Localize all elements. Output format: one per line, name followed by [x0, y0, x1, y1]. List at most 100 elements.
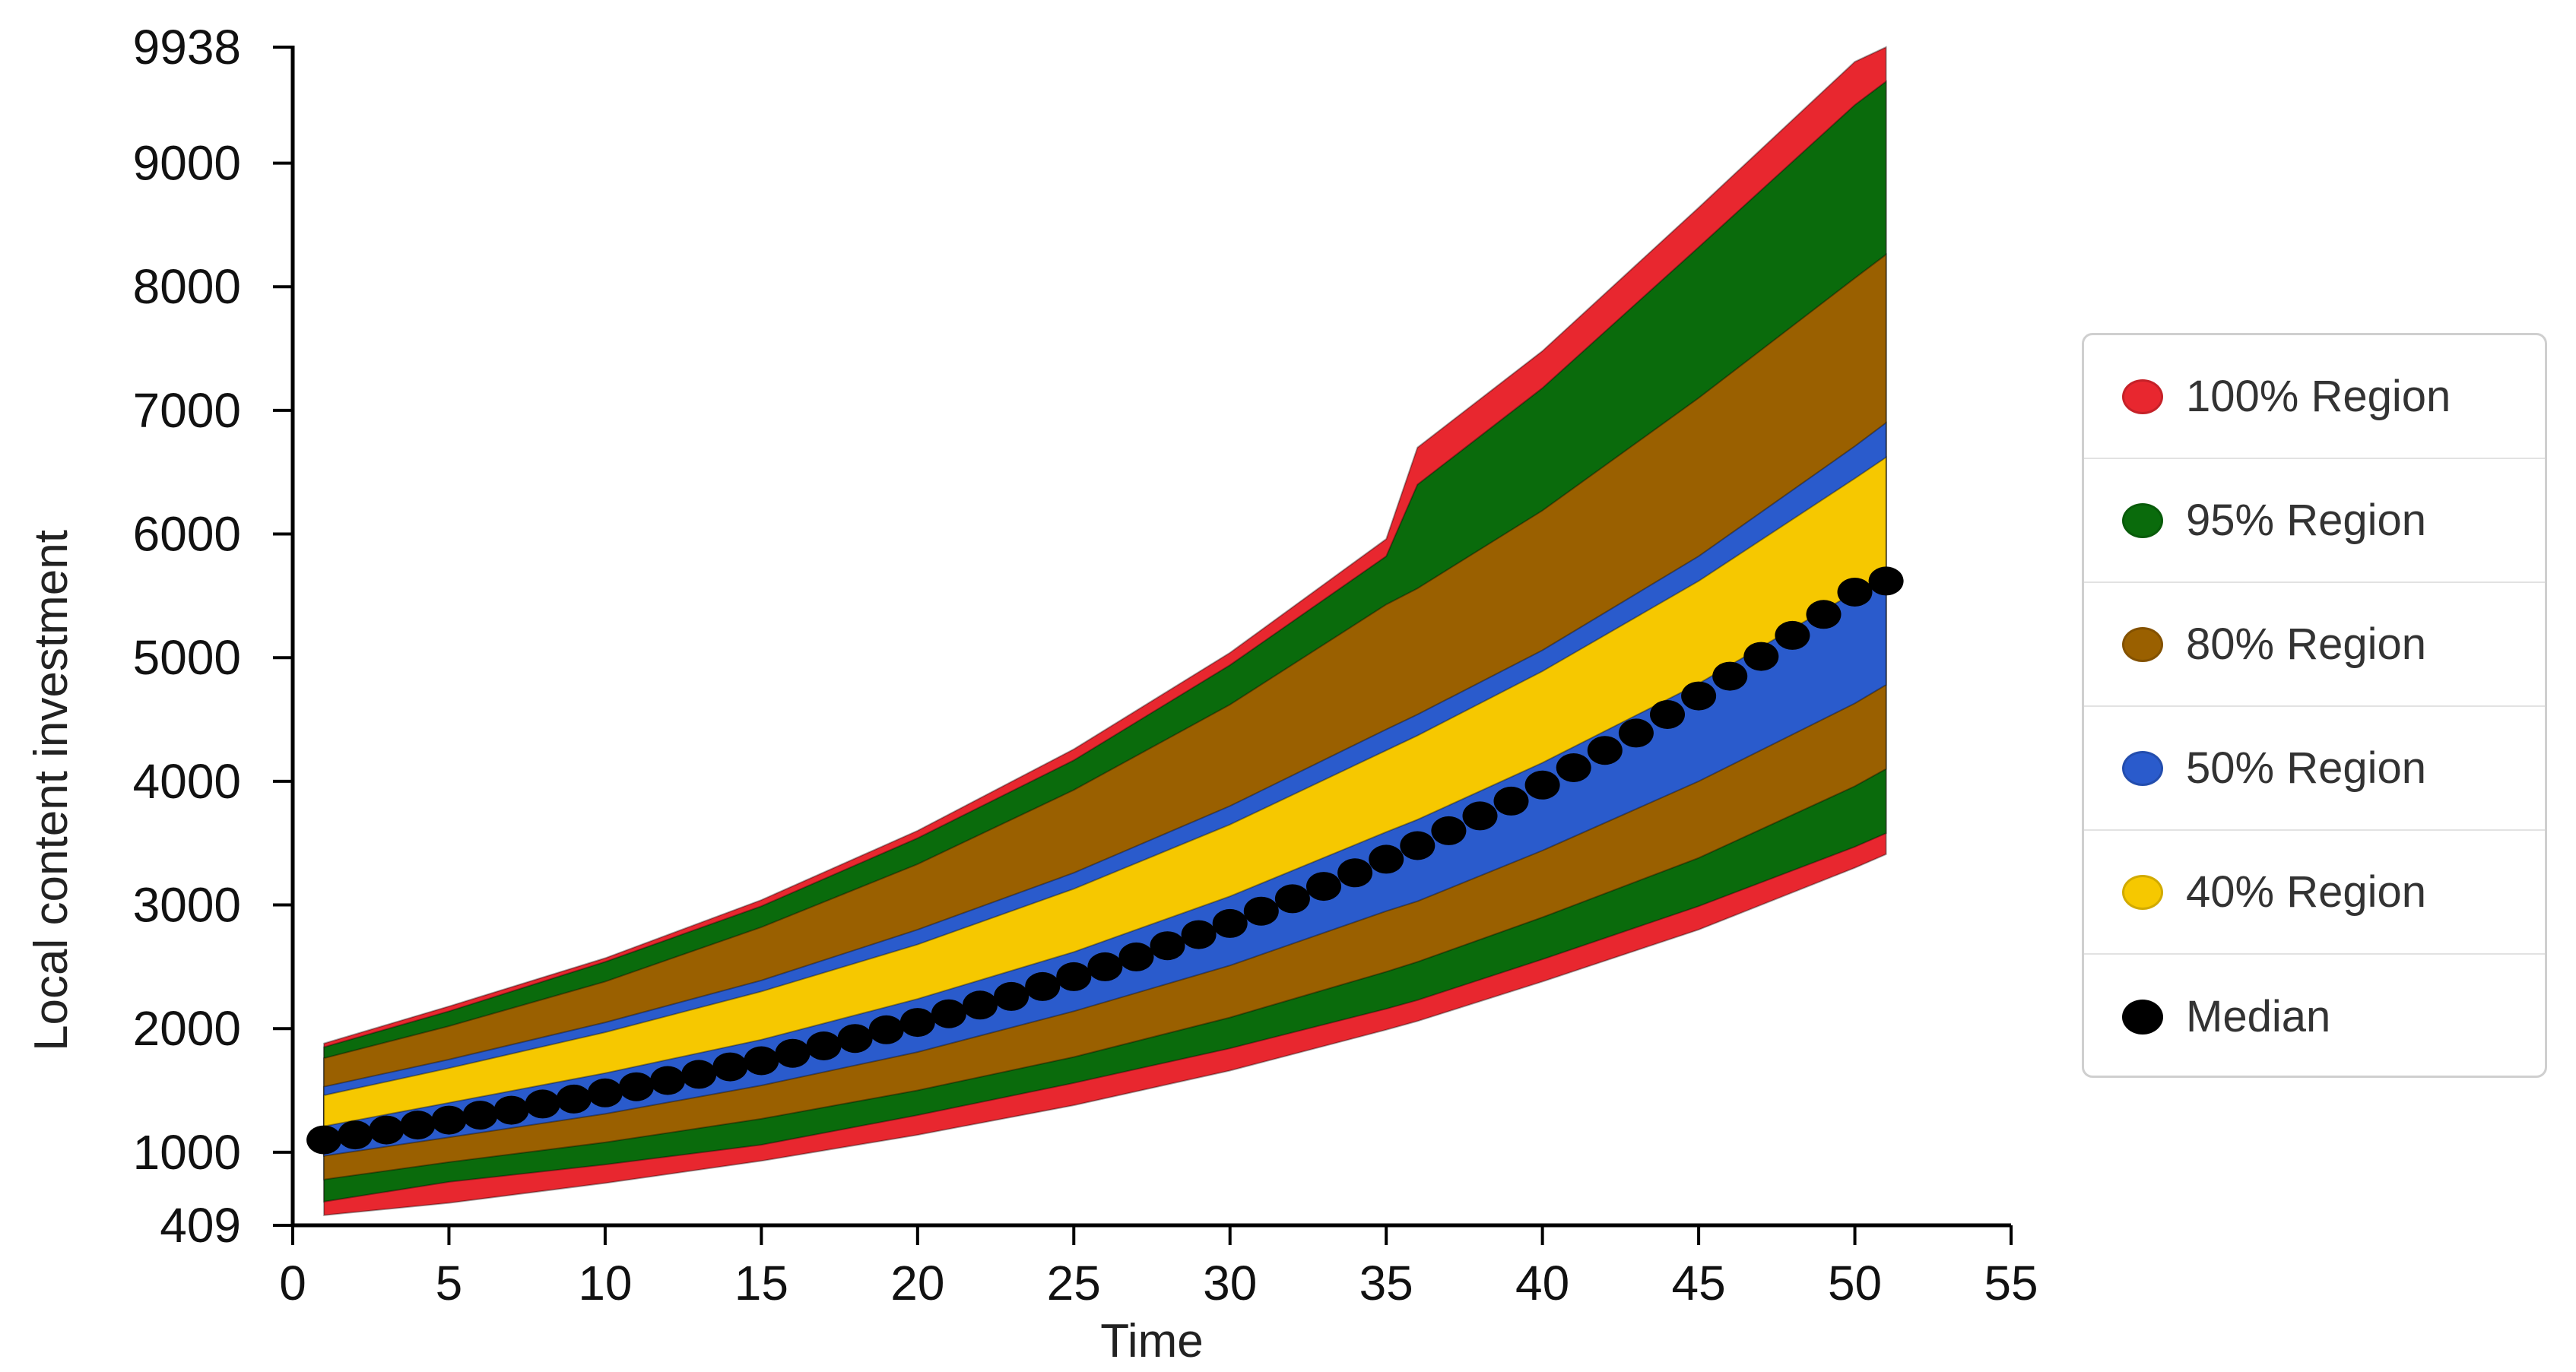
median-point — [1369, 844, 1404, 874]
y-tick-label: 7000 — [133, 383, 241, 438]
median-point — [1337, 858, 1373, 888]
x-tick-label: 20 — [890, 1256, 944, 1310]
legend-swatch-median — [2122, 999, 2163, 1035]
median-point — [1775, 620, 1810, 650]
y-tick-label: 3000 — [133, 878, 241, 933]
median-point — [587, 1078, 623, 1107]
median-point — [1837, 578, 1873, 607]
legend-label-40-region: 40% Region — [2186, 867, 2426, 917]
x-tick-label: 15 — [734, 1256, 788, 1310]
x-tick-label: 10 — [578, 1256, 632, 1310]
band-80-region — [323, 252, 1887, 1180]
median-point — [525, 1089, 560, 1119]
median-point — [1150, 931, 1185, 961]
bands-layer — [323, 46, 1887, 1216]
y-tick-label: 1000 — [133, 1125, 241, 1180]
x-tick-label: 25 — [1047, 1256, 1101, 1310]
median-point — [462, 1101, 498, 1130]
median-point — [1524, 770, 1560, 800]
median-point — [1618, 718, 1654, 748]
legend-swatch-80-region — [2122, 626, 2163, 662]
median-point — [1025, 971, 1061, 1001]
median-point — [1462, 801, 1498, 831]
y-axis-title: Local content investment — [25, 530, 78, 1051]
median-point — [1400, 831, 1436, 860]
median-point — [712, 1052, 748, 1082]
y-tick-label: 409 — [160, 1198, 241, 1253]
median-point — [1181, 920, 1217, 949]
x-axis-title: Time — [1100, 1315, 1203, 1367]
x-tick-label: 55 — [1984, 1256, 2038, 1310]
legend-item-80-region[interactable]: 80% Region — [2084, 583, 2545, 707]
median-point — [744, 1046, 779, 1076]
median-point — [338, 1120, 373, 1150]
median-point — [400, 1111, 436, 1140]
median-point — [650, 1066, 686, 1095]
axes-layer: 0 5 10 15 20 25 30 35 40 45 50 55 409 1000 2000 3000 400… — [133, 20, 2038, 1310]
x-tick-label: 30 — [1203, 1256, 1257, 1310]
median-point — [306, 1125, 342, 1155]
legend-label-median: Median — [2186, 992, 2331, 1041]
y-tick-label: 9938 — [133, 20, 241, 74]
y-tick-label: 2000 — [133, 1001, 241, 1056]
median-point — [1212, 908, 1248, 938]
median-point — [1556, 753, 1591, 782]
median-point — [1087, 952, 1123, 981]
median-point — [963, 990, 998, 1020]
median-point — [837, 1024, 873, 1054]
x-tick-label: 35 — [1359, 1256, 1413, 1310]
x-tick-label: 0 — [279, 1256, 306, 1310]
median-point — [1274, 884, 1310, 914]
median-point — [1306, 872, 1341, 901]
y-tick-label: 4000 — [133, 754, 241, 809]
median-point — [619, 1072, 654, 1101]
legend-swatch-95-region — [2122, 502, 2163, 538]
median-point — [1712, 661, 1748, 691]
legend-label-95-region: 95% Region — [2186, 496, 2426, 545]
legend-label-100-region: 100% Region — [2186, 372, 2451, 421]
y-tick-label: 5000 — [133, 630, 241, 685]
median-point — [1243, 896, 1279, 926]
legend-item-median[interactable]: Median — [2084, 955, 2545, 1079]
median-point — [1431, 816, 1467, 845]
median-point — [431, 1105, 467, 1135]
median-point — [868, 1015, 904, 1044]
median-point — [1806, 600, 1842, 629]
legend-item-100-region[interactable]: 100% Region — [2084, 335, 2545, 459]
legend-swatch-50-region — [2122, 750, 2163, 786]
legend-label-80-region: 80% Region — [2186, 619, 2426, 669]
median-point — [775, 1038, 811, 1068]
median-point — [369, 1115, 404, 1145]
legend-item-40-region[interactable]: 40% Region — [2084, 831, 2545, 955]
median-point — [1056, 962, 1092, 991]
legend-item-50-region[interactable]: 50% Region — [2084, 707, 2545, 831]
legend-item-95-region[interactable]: 95% Region — [2084, 459, 2545, 583]
median-point — [1743, 642, 1779, 671]
legend: 100% Region 95% Region 80% Region 50% Re… — [2082, 333, 2547, 1078]
median-point — [931, 999, 966, 1028]
median-point — [681, 1060, 717, 1089]
median-point — [899, 1008, 935, 1038]
median-point — [1587, 736, 1623, 765]
x-tick-label: 45 — [1671, 1256, 1725, 1310]
median-point — [1118, 942, 1154, 971]
median-point — [1650, 700, 1685, 729]
y-tick-label: 8000 — [133, 259, 241, 314]
median-point — [493, 1095, 529, 1125]
median-point — [806, 1031, 842, 1060]
median-point — [1681, 681, 1717, 711]
x-tick-label: 50 — [1828, 1256, 1882, 1310]
y-tick-label: 6000 — [133, 507, 241, 562]
y-tick-label: 9000 — [133, 136, 241, 191]
median-point — [556, 1084, 592, 1114]
median-point — [994, 981, 1029, 1011]
median-layer — [306, 566, 1904, 1155]
median-point — [1493, 786, 1529, 816]
legend-swatch-100-region — [2122, 379, 2163, 414]
legend-label-50-region: 50% Region — [2186, 743, 2426, 793]
median-point — [1868, 566, 1904, 596]
legend-swatch-40-region — [2122, 874, 2163, 910]
x-tick-label: 40 — [1515, 1256, 1569, 1310]
x-tick-label: 5 — [436, 1256, 463, 1310]
